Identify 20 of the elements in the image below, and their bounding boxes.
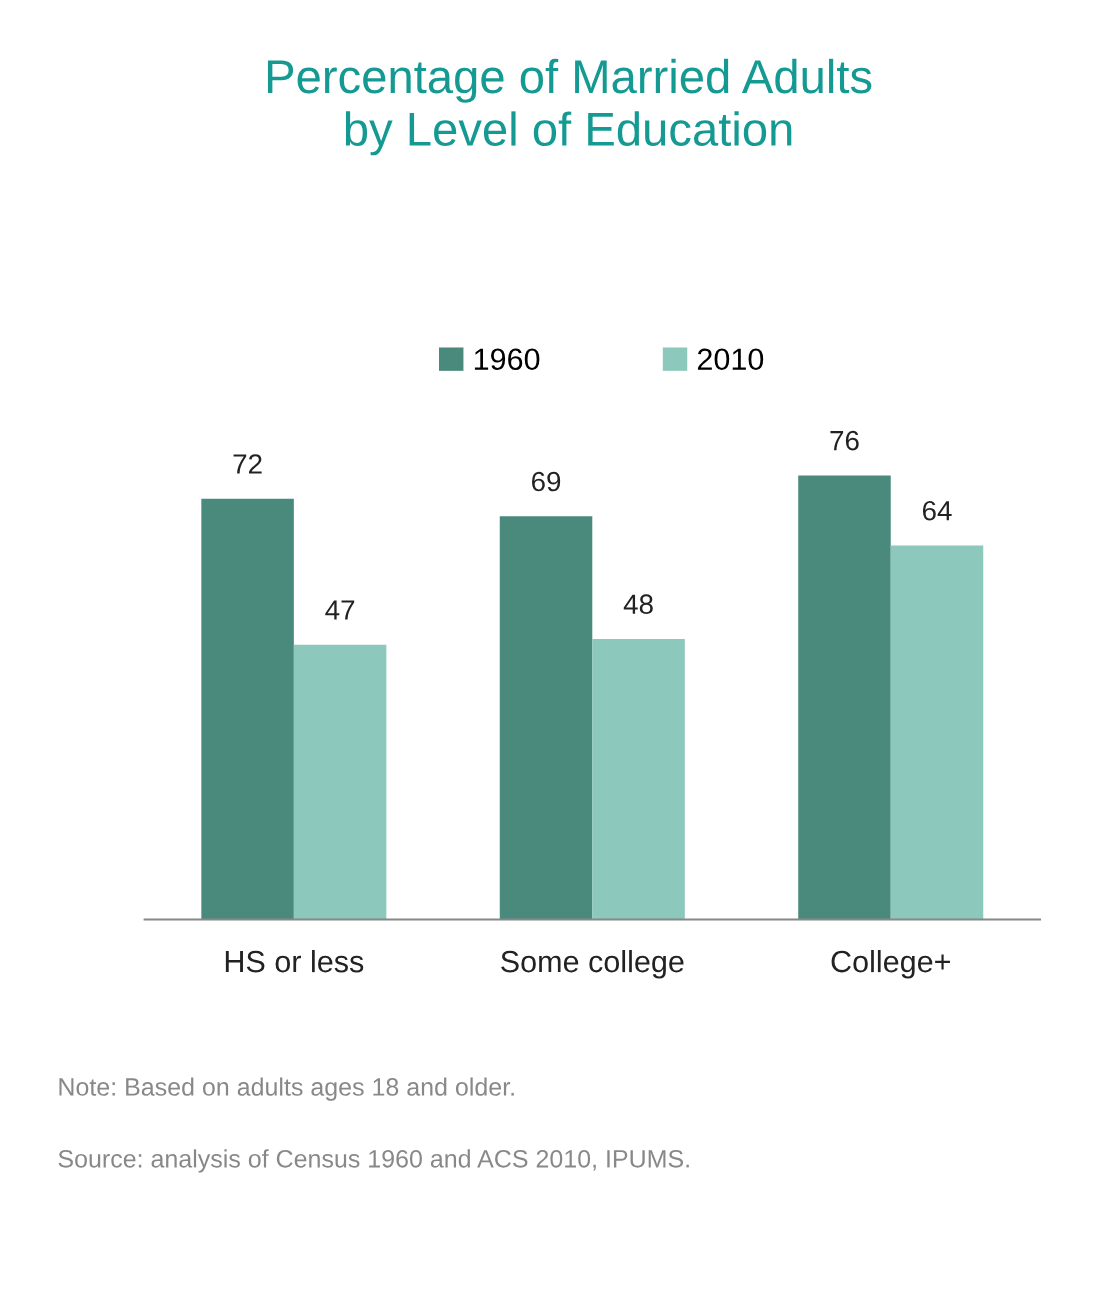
data-label: 76 xyxy=(830,430,859,451)
data-label: 48 xyxy=(623,594,653,615)
bar xyxy=(798,475,891,920)
bar xyxy=(890,545,984,920)
chart-title: Percentage of Married Adults by Level of Education xyxy=(267,58,872,156)
source-note: Source: analysis of Census 1960 and ACS 2010, IPUMS. xyxy=(58,1149,689,1173)
data-label: 72 xyxy=(233,454,262,474)
x-tick-label: HS or less xyxy=(225,949,364,973)
x-tick-label: Some college xyxy=(501,949,684,979)
data-label: 69 xyxy=(532,471,561,492)
bar xyxy=(201,498,294,920)
x-tick-label: College+ xyxy=(831,949,950,979)
data-label: 47 xyxy=(325,600,355,620)
data-label: 64 xyxy=(922,500,952,521)
bar xyxy=(293,644,387,920)
legend-label: 2010 xyxy=(697,348,764,371)
legend-label: 1960 xyxy=(474,348,540,371)
bar xyxy=(499,516,593,920)
bar xyxy=(592,638,685,920)
text: Note: Based on adults ages 18 and older. xyxy=(59,1077,514,1101)
